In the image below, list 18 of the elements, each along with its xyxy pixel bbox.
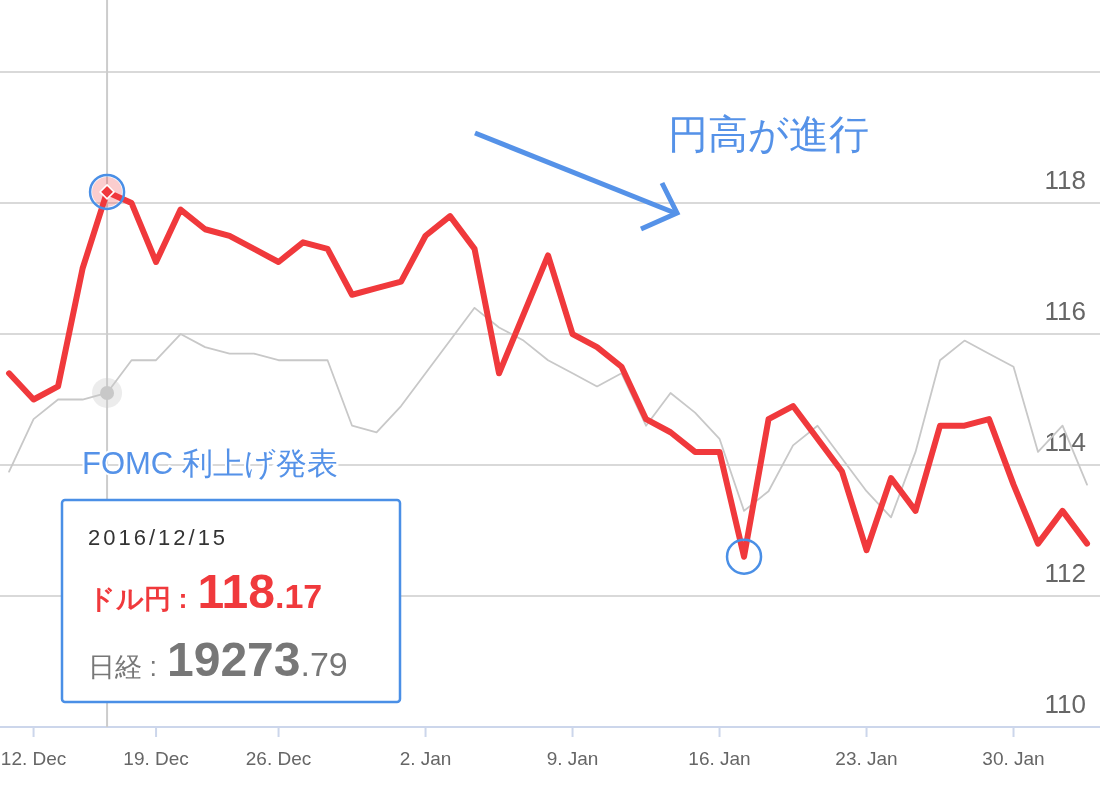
x-tick-label: 19. Dec: [123, 748, 189, 769]
y-tick-label: 110: [1044, 689, 1086, 719]
annotation: ドル円 :118.17: [88, 565, 323, 618]
annotation: 日経 :19273.79: [88, 633, 348, 686]
x-tick-label: 12. Dec: [0, 748, 67, 769]
y-tick-label: 116: [1044, 296, 1086, 327]
annotation: FOMC 利上げ発表: [82, 446, 338, 481]
annotation: 2016/12/15: [88, 525, 229, 550]
y-tick-label: 118: [1044, 165, 1086, 196]
x-tick-label: 23. Jan: [835, 748, 898, 769]
y-tick-label: 112: [1044, 558, 1086, 589]
x-tick-label: 30. Jan: [982, 748, 1045, 769]
x-tick-label: 2. Jan: [399, 748, 452, 769]
x-tick-label: 9. Jan: [546, 748, 599, 769]
y-tick-label: 114: [1044, 427, 1086, 458]
x-tick-label: 26. Dec: [245, 748, 312, 769]
annotation: 円高が進行: [668, 112, 869, 156]
x-tick-label: 16. Jan: [688, 748, 751, 769]
